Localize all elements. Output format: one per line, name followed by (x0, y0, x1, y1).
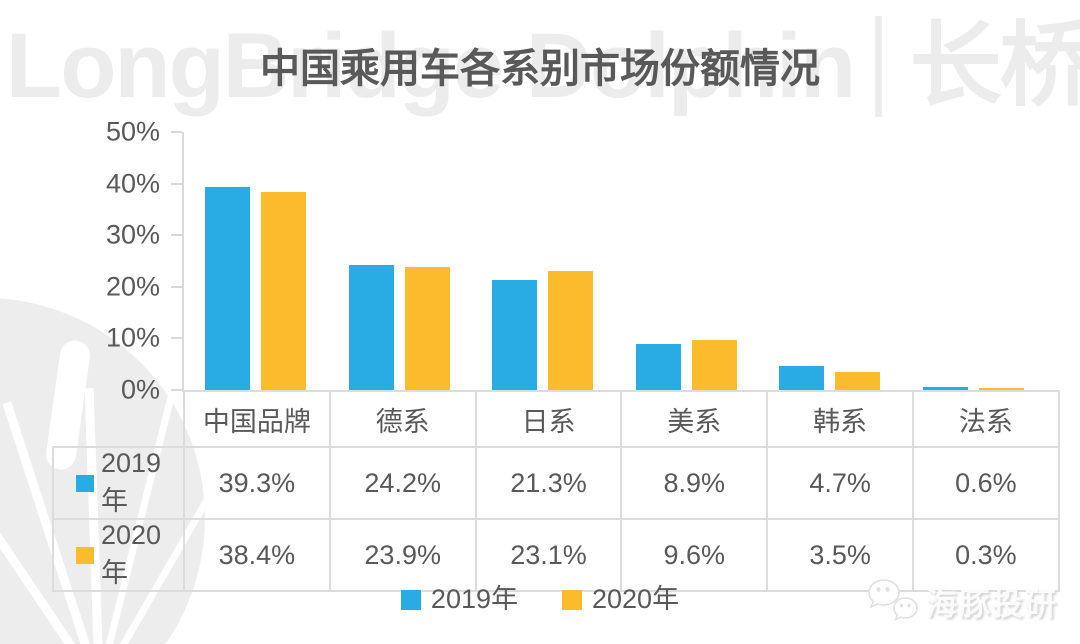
table-value-cell: 38.4% (183, 518, 331, 592)
y-axis-tick-label: 0% (120, 374, 160, 405)
chat-bubbles-icon (868, 579, 918, 622)
bar-group-法系 (902, 132, 1046, 390)
table-value-cell: 3.5% (766, 518, 914, 592)
table-value-cell: 0.3% (911, 518, 1060, 592)
legend-swatch-icon (400, 589, 421, 610)
legend-label: 2020年 (592, 584, 680, 614)
longbridge-watermark-text: LongBridge Dolphin│长桥海豚投研 (6, 16, 1080, 117)
y-axis-tick-mark (171, 389, 182, 391)
bar-2019年-德系 (348, 265, 394, 390)
bar-groups (184, 132, 1045, 390)
table-header-韩系: 韩系 (766, 390, 914, 448)
y-axis-tick-mark (171, 234, 182, 237)
table-value-cell: 9.6% (620, 518, 769, 592)
y-axis-tick-mark (171, 285, 182, 288)
table-header-德系: 德系 (328, 390, 477, 448)
table-value-cell: 0.6% (911, 446, 1060, 520)
bar-group-中国品牌 (184, 132, 328, 390)
y-axis-tick-label: 10% (105, 322, 160, 353)
series-label: 2020年 (101, 520, 162, 588)
table-value-cell: 8.9% (620, 446, 769, 520)
chart-legend: 2019年 2020年 (0, 586, 1080, 613)
table-header-中国品牌: 中国品牌 (183, 390, 331, 448)
bar-2019年-日系 (492, 280, 538, 390)
bar-group-德系 (328, 132, 472, 390)
y-axis-tick-label: 20% (105, 271, 160, 302)
table-value-cell: 39.3% (183, 446, 331, 520)
y-axis-tick-label: 50% (105, 116, 160, 147)
table-value-cell: 23.9% (328, 518, 477, 592)
table-corner-blank (53, 391, 184, 447)
table-header-法系: 法系 (911, 390, 1060, 448)
legend-swatch-icon (562, 589, 582, 610)
table-row-2019年: 2019年 39.3% 24.2% 21.3% 8.9% 4.7% 0.6% (52, 446, 1060, 520)
y-axis-tick-mark (171, 337, 182, 340)
legend-item-2020年: 2020年 (562, 586, 679, 613)
bar-group-韩系 (758, 132, 902, 390)
legend-label: 2019年 (430, 584, 518, 614)
dolphin-brand-logo: 海豚投研 (866, 578, 1058, 624)
bar-2020年-日系 (548, 270, 594, 390)
table-header-美系: 美系 (620, 390, 769, 448)
bar-2020年-德系 (404, 266, 450, 390)
series-marker-icon (76, 546, 94, 564)
legend-item-2019年: 2019年 (400, 584, 518, 614)
bar-2020年-美系 (691, 340, 737, 390)
bar-2020年-中国品牌 (261, 191, 307, 390)
table-value-cell: 4.7% (766, 446, 914, 520)
y-axis-tick-label: 30% (105, 219, 160, 250)
bar-group-美系 (615, 132, 759, 390)
bar-chart-plot-area: 50% 40% 30% 20% 10% 0% (106, 118, 1045, 403)
bar-2020年-韩系 (835, 371, 881, 390)
table-value-cell: 24.2% (328, 446, 477, 520)
series-marker-icon (76, 474, 94, 492)
bar-2019年-法系 (922, 386, 968, 390)
y-axis-tick-label: 40% (105, 168, 160, 199)
series-label: 2019年 (101, 448, 162, 516)
bar-2019年-韩系 (779, 365, 825, 390)
table-header-日系: 日系 (474, 390, 623, 448)
bar-2019年-中国品牌 (205, 187, 251, 390)
chart-title: 中国乘用车各系别市场份额情况 (260, 47, 820, 91)
table-value-cell: 23.1% (474, 518, 623, 592)
table-row-label: 2019年 (52, 446, 185, 520)
y-axis-tick-mark (171, 182, 182, 185)
table-value-cell: 21.3% (474, 446, 623, 520)
data-table: 中国品牌 德系 日系 美系 韩系 法系 2019年 39.3% 24.2% 21.3% 8.9% 4.… (52, 390, 1060, 592)
bar-2019年-美系 (635, 344, 681, 390)
y-axis-tick-mark (171, 131, 182, 133)
bar-group-日系 (471, 132, 615, 390)
dolphin-logo-text: 海豚投研 (926, 586, 1058, 622)
table-row-label: 2020年 (52, 518, 185, 592)
bar-2020年-法系 (978, 388, 1024, 390)
table-row-2020年: 2020年 38.4% 23.9% 23.1% 9.6% 3.5% 0.3% (52, 518, 1060, 592)
